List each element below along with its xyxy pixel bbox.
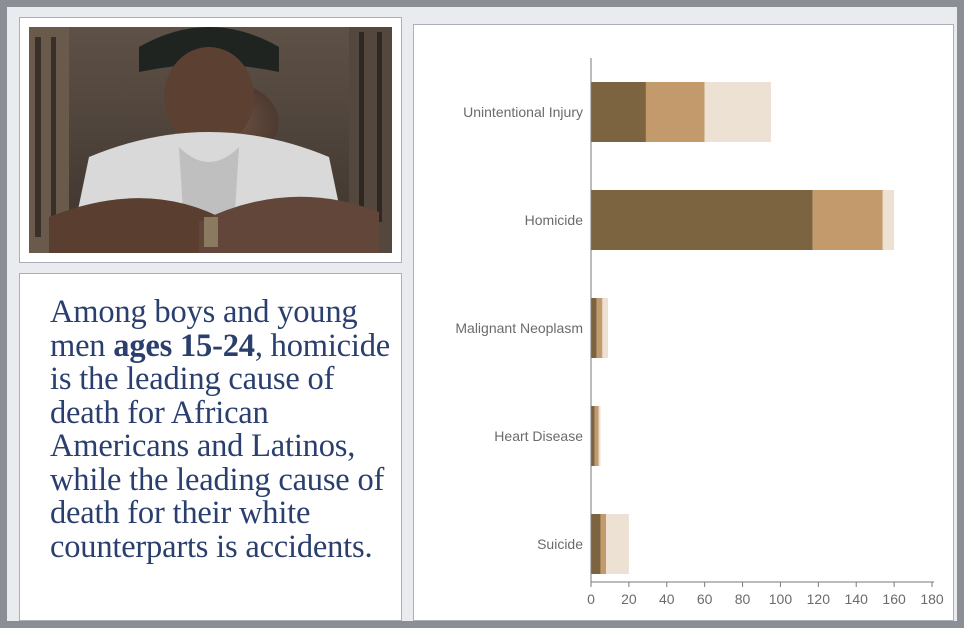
caption-part2: , homicide is the leading cause of death… (50, 327, 391, 565)
x-tick-label-10: 180 (920, 591, 944, 607)
x-tick-label-5: 80 (735, 591, 751, 607)
x-tick-label-3: 40 (659, 591, 675, 607)
photo-panel (19, 17, 402, 263)
bar-3-series-2 (596, 298, 603, 358)
bar-4-series-3 (598, 406, 601, 466)
bar-2-series-1 (591, 190, 813, 250)
bar-1-series-2 (645, 82, 705, 142)
category-label-1: Unintentional Injury (463, 104, 583, 120)
bar-2-series-2 (812, 190, 883, 250)
caption-panel: Among boys and young men ages 15-24, hom… (19, 273, 402, 621)
x-tick-label-1: 0 (587, 591, 595, 607)
x-tick-label-6: 100 (769, 591, 793, 607)
category-label-3: Malignant Neoplasm (455, 320, 583, 336)
bar-5-series-2 (600, 514, 607, 574)
caption-bold: ages 15-24 (113, 327, 255, 364)
bar-5-series-3 (606, 514, 629, 574)
stacked-bar-chart: Unintentional Injury Homicide Malignant Ne… (455, 58, 944, 607)
bar-4-series-1 (591, 406, 595, 466)
x-tick-label-9: 160 (882, 591, 906, 607)
bar-4-series-2 (594, 406, 599, 466)
photo-young-man (29, 27, 392, 253)
x-tick-label-4: 60 (697, 591, 713, 607)
bar-3-series-1 (591, 298, 597, 358)
x-tick-label-8: 140 (845, 591, 869, 607)
bar-5-series-1 (591, 514, 601, 574)
x-tick-label-2: 20 (621, 591, 637, 607)
category-label-4: Heart Disease (494, 428, 583, 444)
category-label-2: Homicide (525, 212, 584, 228)
photo-illustration (29, 27, 392, 253)
caption-part1: Among boys and young men (50, 294, 358, 364)
x-tick-label-7: 120 (807, 591, 831, 607)
bar-2-series-3 (882, 190, 895, 250)
chart-panel: Unintentional Injury Homicide Malignant Ne… (413, 24, 954, 621)
bar-3-series-3 (602, 298, 609, 358)
caption-text: Among boys and young men ages 15-24, hom… (50, 294, 391, 565)
bar-1-series-1 (591, 82, 646, 142)
category-label-5: Suicide (537, 536, 583, 552)
bar-1-series-3 (704, 82, 771, 142)
